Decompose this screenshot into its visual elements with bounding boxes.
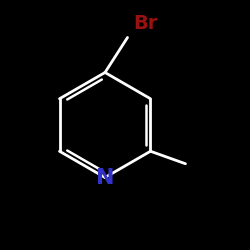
Text: N: N [96, 168, 114, 188]
Text: Br: Br [133, 14, 157, 33]
